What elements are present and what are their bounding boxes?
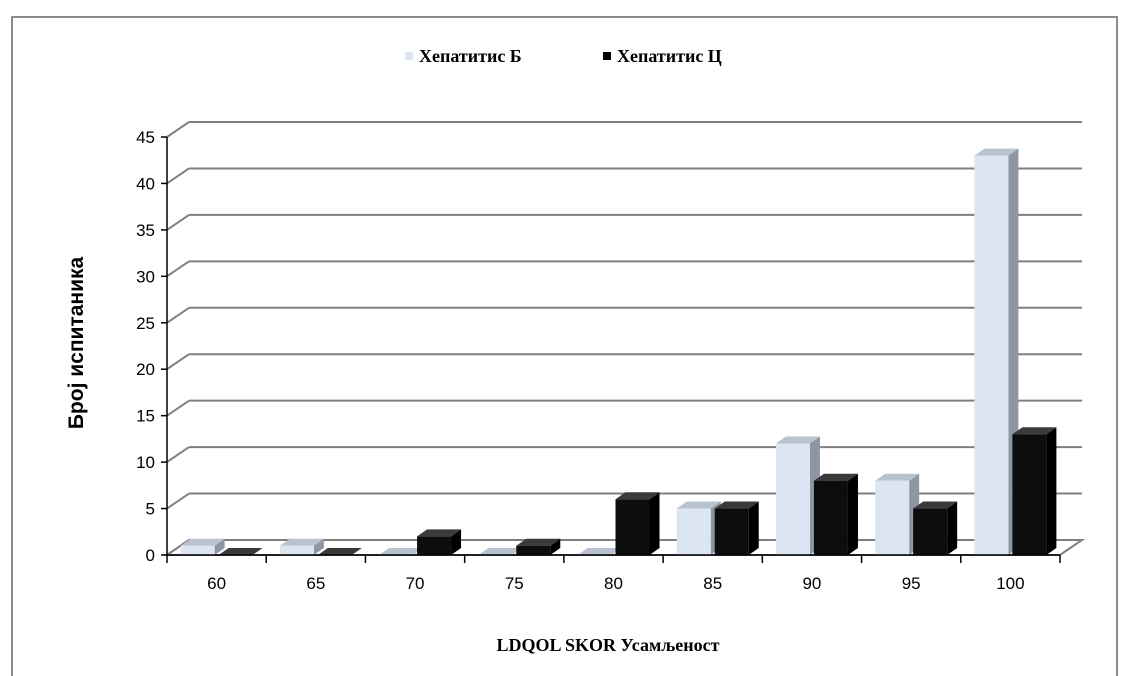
bar-top — [577, 548, 622, 555]
bar-side — [313, 538, 324, 555]
x-tick-label: 70 — [406, 574, 425, 593]
bar-front — [1012, 434, 1047, 555]
bar-top — [279, 538, 324, 546]
y-tick-label: 30 — [136, 267, 155, 286]
bar-top — [317, 548, 362, 555]
bar-front — [516, 545, 551, 555]
bar-front — [180, 545, 215, 555]
x-tick-label: 65 — [306, 574, 325, 593]
legend-label-hepatitis-b: Хепатитис Б — [419, 46, 522, 66]
gridline-wall — [166, 260, 190, 278]
bar-side — [947, 501, 958, 555]
y-tick-label: 35 — [136, 221, 155, 240]
x-tick-label: 75 — [505, 574, 524, 593]
bar-top — [180, 538, 225, 546]
bar — [417, 529, 462, 555]
bar-top — [875, 473, 920, 481]
gridline-wall — [166, 492, 190, 510]
bar-top — [813, 473, 858, 481]
bar-top — [417, 529, 462, 537]
bar — [913, 501, 958, 555]
bar — [577, 548, 622, 555]
bar-front — [813, 480, 848, 555]
legend: Хепатитис Б Хепатитис Ц — [405, 46, 722, 66]
bar — [813, 473, 858, 555]
bar-top — [974, 148, 1019, 156]
bar-side — [649, 492, 660, 555]
x-tick-label: 100 — [996, 574, 1024, 593]
grid-layer — [163, 121, 1086, 556]
bar — [974, 148, 1019, 556]
legend-label-hepatitis-c: Хепатитис Ц — [617, 46, 722, 66]
bar — [875, 473, 920, 555]
bar — [478, 548, 523, 555]
bar-side — [451, 529, 462, 555]
x-tick-label: 90 — [802, 574, 821, 593]
bar-side — [550, 538, 561, 555]
bar-top — [676, 501, 721, 509]
gridline-wall — [166, 167, 190, 185]
bar-side — [847, 473, 858, 555]
x-axis-title: LDQOL SKOR Усамљеност — [497, 635, 720, 655]
gridline-wall — [166, 446, 190, 463]
bar — [180, 538, 225, 555]
x-tick-label: 60 — [207, 574, 226, 593]
bar-front — [676, 508, 711, 555]
bar — [1012, 427, 1057, 555]
y-tick-label: 0 — [146, 546, 155, 565]
bar — [516, 538, 561, 555]
bar-top — [478, 548, 523, 555]
bar-side — [748, 501, 759, 555]
bar — [615, 492, 660, 555]
gridline-wall — [166, 121, 190, 138]
axis-layer: 0 5 10 15 20 25 30 35 40 45 60 65 70 75 80 85 90 95 100 — [136, 128, 1061, 593]
x-tick-label: 95 — [902, 574, 921, 593]
bar — [279, 538, 324, 555]
x-tick-label: 80 — [604, 574, 623, 593]
bar — [676, 501, 721, 555]
bars-layer — [180, 148, 1057, 556]
bar-front — [279, 545, 314, 555]
y-tick-label: 5 — [146, 500, 155, 519]
bar — [317, 548, 362, 555]
bar-top — [775, 436, 820, 444]
bar-front — [615, 499, 650, 555]
bar-top — [615, 492, 660, 500]
bar-front — [417, 536, 452, 555]
y-tick-label: 25 — [136, 314, 155, 333]
y-tick-label: 20 — [136, 360, 155, 379]
gridline-wall — [166, 353, 190, 371]
bar-side — [1046, 427, 1057, 555]
bar-front — [913, 508, 948, 555]
bar-side — [214, 538, 225, 555]
bar-front — [875, 480, 910, 555]
bar-top — [1012, 427, 1057, 435]
bar-top — [516, 538, 561, 546]
y-tick-label: 45 — [136, 128, 155, 147]
bar-front — [974, 155, 1009, 556]
legend-swatch-hepatitis-b — [405, 52, 413, 60]
gridline-wall — [166, 306, 190, 324]
gridline-wall — [166, 214, 190, 231]
bar-top — [218, 548, 263, 555]
bar-top — [913, 501, 958, 509]
bar — [218, 548, 263, 555]
bar-front — [775, 443, 810, 555]
x-tick-label: 85 — [703, 574, 722, 593]
bar — [714, 501, 759, 555]
y-tick-label: 40 — [136, 174, 155, 193]
y-tick-label: 10 — [136, 453, 155, 472]
gridline-wall — [166, 399, 190, 417]
bar-front — [714, 508, 749, 555]
bar — [379, 548, 424, 555]
chart-frame — [11, 16, 1118, 676]
y-axis-title: Број испитаника — [65, 257, 88, 430]
legend-swatch-hepatitis-c — [603, 52, 611, 60]
y-tick-label: 15 — [136, 407, 155, 426]
bar-top — [714, 501, 759, 509]
bar — [775, 436, 820, 555]
bar-top — [379, 548, 424, 555]
